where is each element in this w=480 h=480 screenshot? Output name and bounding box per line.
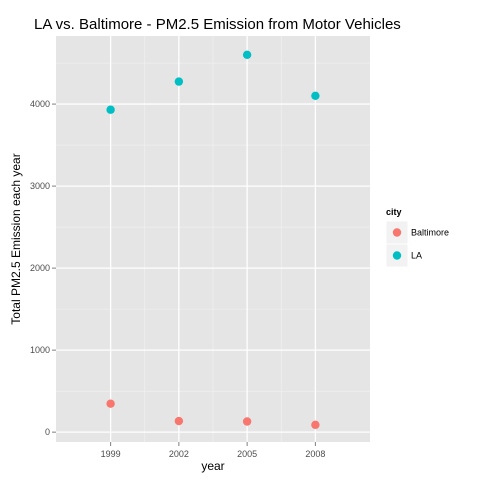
x-tick-label: 2005 xyxy=(237,449,257,459)
x-axis: 1999 2002 2005 2008 xyxy=(101,442,325,459)
x-axis-title: year xyxy=(201,459,224,473)
y-axis: 0 1000 2000 3000 4000 xyxy=(30,99,56,437)
data-point-baltimore xyxy=(106,399,115,408)
y-tick-label: 3000 xyxy=(30,181,50,191)
y-axis-title: Total PM2.5 Emission each year xyxy=(9,153,23,324)
legend-title: city xyxy=(386,207,402,217)
data-point-la xyxy=(311,91,320,100)
legend-marker-baltimore xyxy=(392,228,402,237)
y-tick-label: 0 xyxy=(45,427,50,437)
data-point-baltimore xyxy=(174,416,184,426)
y-tick-label: 2000 xyxy=(30,263,50,273)
x-tick-label: 2008 xyxy=(305,449,325,459)
data-points xyxy=(106,50,320,430)
x-tick-label: 2002 xyxy=(169,449,189,459)
legend: city Baltimore LA xyxy=(385,207,449,268)
legend-label-baltimore: Baltimore xyxy=(411,228,449,238)
chart-title: LA vs. Baltimore - PM2.5 Emission from M… xyxy=(34,16,401,33)
data-point-baltimore xyxy=(242,417,252,426)
data-point-la xyxy=(174,77,184,86)
legend-label-la: LA xyxy=(411,251,422,261)
data-point-baltimore xyxy=(311,420,320,430)
data-point-la xyxy=(242,50,252,59)
grid-major xyxy=(56,36,370,442)
x-tick-label: 1999 xyxy=(101,449,121,459)
y-tick-label: 4000 xyxy=(30,99,50,109)
legend-marker-la xyxy=(392,251,402,260)
data-point-la xyxy=(106,105,115,114)
y-tick-label: 1000 xyxy=(30,345,50,355)
